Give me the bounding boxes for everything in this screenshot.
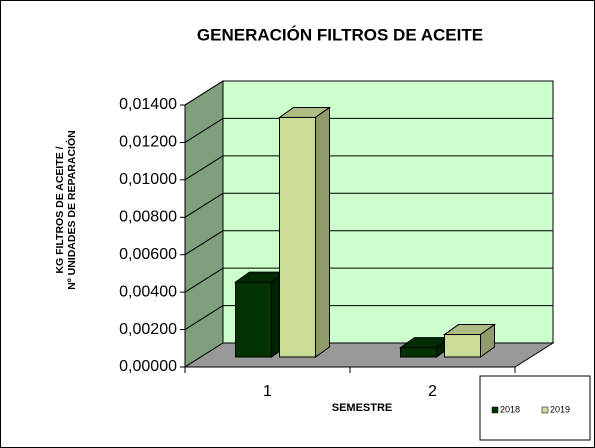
bar bbox=[400, 347, 437, 358]
legend-label: 2019 bbox=[550, 404, 570, 414]
bar bbox=[279, 116, 316, 358]
bar bbox=[444, 334, 481, 358]
grid-line bbox=[184, 155, 224, 181]
x-tick-label: 2 bbox=[428, 383, 437, 400]
bar-side bbox=[315, 106, 330, 358]
x-axis-label: SEMESTRE bbox=[332, 402, 393, 414]
legend-label: 2018 bbox=[500, 404, 520, 414]
legend-swatch bbox=[541, 406, 549, 414]
x-tick-label: 1 bbox=[263, 383, 272, 400]
y-tick-label: 0,01200 bbox=[119, 134, 177, 151]
y-tick-label: 0,00000 bbox=[119, 358, 177, 375]
y-tick-label: 0,01400 bbox=[119, 96, 177, 113]
side-wall bbox=[184, 80, 224, 368]
y-tick-label: 0,00200 bbox=[119, 321, 177, 338]
y-axis-label: KG FILTROS DE ACEITE / bbox=[54, 146, 66, 273]
y-tick-label: 0,00400 bbox=[119, 283, 177, 300]
grid-line bbox=[184, 118, 224, 143]
grid-line bbox=[184, 80, 224, 106]
grid-line bbox=[184, 192, 224, 218]
y-tick-label: 0,00800 bbox=[119, 209, 177, 226]
legend-box bbox=[479, 375, 591, 441]
bar bbox=[235, 281, 272, 358]
y-tick-label: 0,00600 bbox=[119, 246, 177, 263]
chart-title: GENERACIÓN FILTROS DE ACEITE bbox=[197, 25, 483, 44]
grid-line bbox=[184, 230, 224, 256]
grid-line bbox=[184, 305, 224, 330]
y-tick-label: 0,01000 bbox=[119, 171, 177, 188]
legend-swatch bbox=[491, 406, 499, 414]
grid-line bbox=[184, 267, 224, 293]
y-axis-label: Nº UNIDADES DE REPARACIÓN bbox=[65, 130, 78, 289]
